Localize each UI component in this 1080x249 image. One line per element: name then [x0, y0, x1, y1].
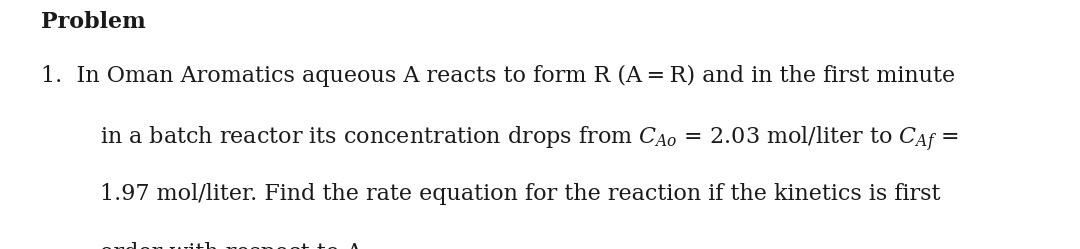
Text: Problem: Problem: [41, 11, 146, 33]
Text: 1.97 mol/liter. Find the rate equation for the reaction if the kinetics is first: 1.97 mol/liter. Find the rate equation f…: [100, 183, 941, 205]
Text: order with respect to A.: order with respect to A.: [100, 242, 370, 249]
Text: 1.  In Oman Aromatics aqueous A reacts to form R (A = R) and in the first minute: 1. In Oman Aromatics aqueous A reacts to…: [41, 65, 955, 87]
Text: in a batch reactor its concentration drops from $C_{Ao}$ = 2.03 mol/liter to $C_: in a batch reactor its concentration dro…: [100, 124, 959, 154]
